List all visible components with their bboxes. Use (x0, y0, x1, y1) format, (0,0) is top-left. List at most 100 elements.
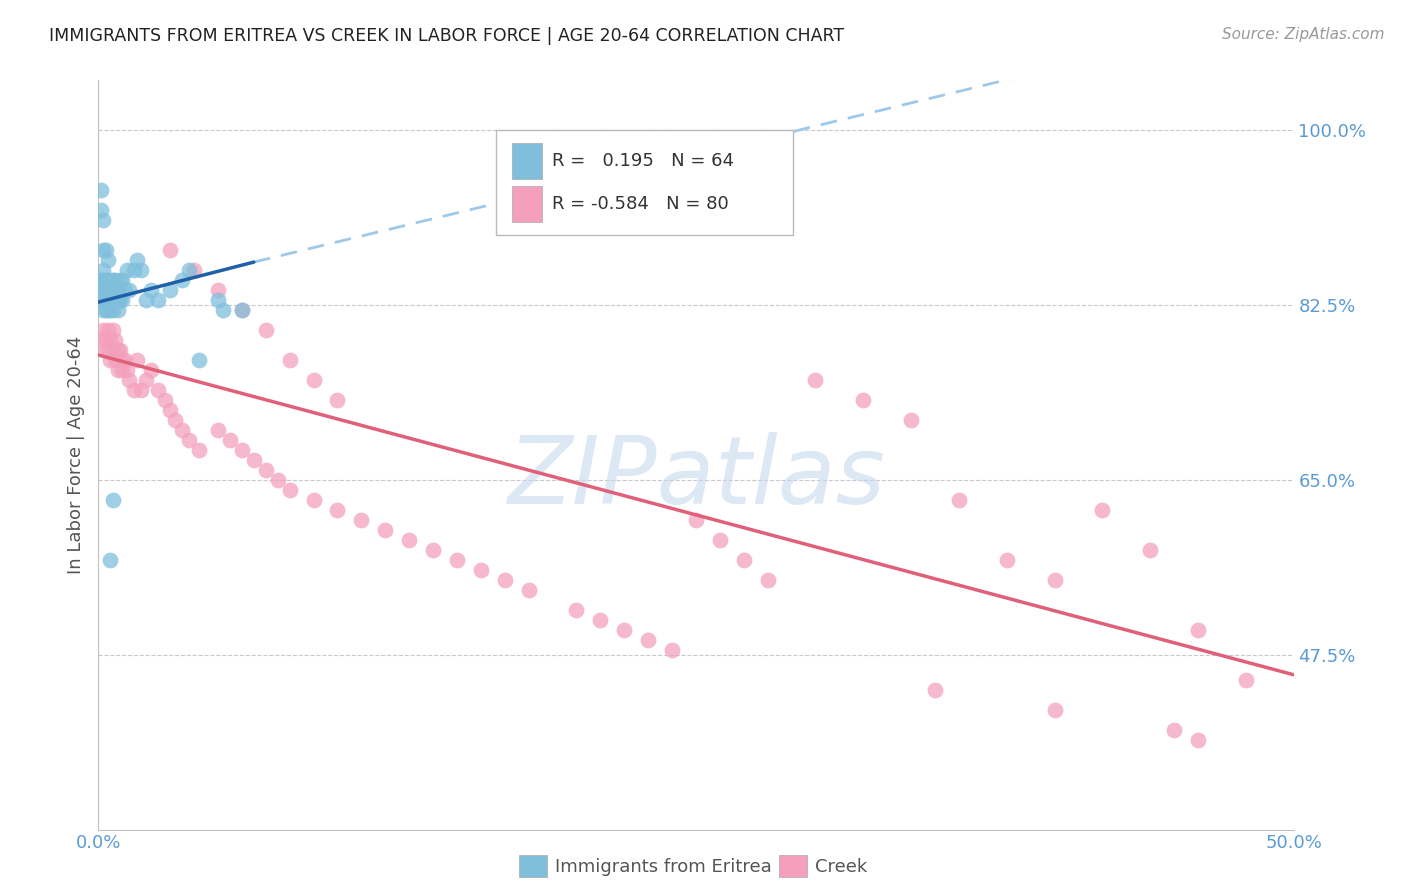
Point (91, 293, 114, 307)
Point (124, 263, 146, 277)
Point (97, 303, 120, 318)
Point (685, 513, 707, 527)
Point (101, 343, 124, 357)
Point (709, 533, 731, 547)
Point (91, 213, 114, 227)
Point (111, 293, 134, 307)
Point (97, 293, 120, 307)
Point (804, 373, 827, 387)
Point (90, 333, 112, 347)
Point (243, 453, 266, 467)
Point (148, 383, 170, 397)
Point (326, 503, 349, 517)
Point (207, 293, 229, 307)
Point (91, 283, 114, 297)
Point (91, 323, 114, 337)
Point (118, 373, 141, 387)
Point (852, 392, 875, 407)
Point (97, 283, 120, 297)
Point (1187, 732, 1209, 747)
Point (733, 553, 755, 567)
Point (91, 273, 114, 287)
Point (108, 343, 131, 357)
Point (90, 183, 112, 197)
Point (183, 263, 205, 277)
Point (1091, 503, 1114, 517)
Point (278, 353, 301, 368)
Point (125, 253, 148, 268)
Point (219, 433, 242, 447)
Point (900, 413, 922, 427)
Point (125, 353, 148, 368)
Point (163, 413, 186, 427)
Point (111, 353, 134, 368)
Point (254, 463, 277, 477)
Point (179, 433, 201, 447)
Point (104, 293, 127, 307)
Point (90, 273, 112, 287)
Point (111, 363, 134, 377)
Point (98, 293, 122, 307)
Point (94, 333, 117, 347)
Point (98, 293, 122, 307)
Point (326, 392, 349, 407)
Point (97, 273, 120, 287)
Point (1139, 542, 1161, 557)
Point (267, 473, 290, 487)
Point (94, 343, 117, 357)
Point (398, 533, 420, 547)
Point (97, 253, 120, 268)
Point (374, 523, 396, 537)
Point (107, 363, 129, 377)
Point (98, 353, 122, 368)
Point (589, 613, 612, 627)
Point (302, 492, 325, 507)
Text: ZIPatlas: ZIPatlas (508, 432, 884, 523)
Point (172, 423, 194, 437)
Point (470, 563, 492, 577)
Point (995, 553, 1018, 567)
Point (254, 323, 277, 337)
Point (107, 303, 129, 318)
Point (302, 373, 325, 387)
Point (97, 323, 120, 337)
Point (1187, 623, 1209, 637)
Point (187, 353, 209, 368)
Point (179, 263, 201, 277)
Point (94, 303, 117, 318)
Point (565, 603, 588, 617)
Point (613, 623, 636, 637)
Point (101, 492, 124, 507)
Point (637, 632, 659, 647)
Point (108, 273, 131, 287)
Point (98, 283, 122, 297)
Point (94, 243, 117, 257)
Point (114, 283, 136, 297)
Point (98, 333, 122, 347)
Text: R =   0.195   N = 64: R = 0.195 N = 64 (551, 153, 734, 170)
Point (94, 293, 117, 307)
Point (101, 323, 124, 337)
Point (98, 283, 122, 297)
Point (101, 293, 124, 307)
Point (91, 283, 114, 297)
Point (90, 283, 112, 297)
Point (231, 442, 253, 457)
Point (131, 383, 153, 397)
Point (94, 273, 117, 287)
Point (231, 303, 253, 318)
Point (948, 492, 970, 507)
Point (124, 383, 146, 397)
Point (108, 293, 131, 307)
Point (104, 273, 127, 287)
Point (155, 392, 177, 407)
Point (107, 283, 129, 297)
Point (101, 283, 124, 297)
Point (118, 283, 141, 297)
Point (131, 263, 153, 277)
Point (139, 283, 162, 297)
Text: R = -0.584   N = 80: R = -0.584 N = 80 (551, 194, 728, 213)
Point (91, 243, 114, 257)
Point (94, 283, 117, 297)
Point (661, 642, 683, 657)
